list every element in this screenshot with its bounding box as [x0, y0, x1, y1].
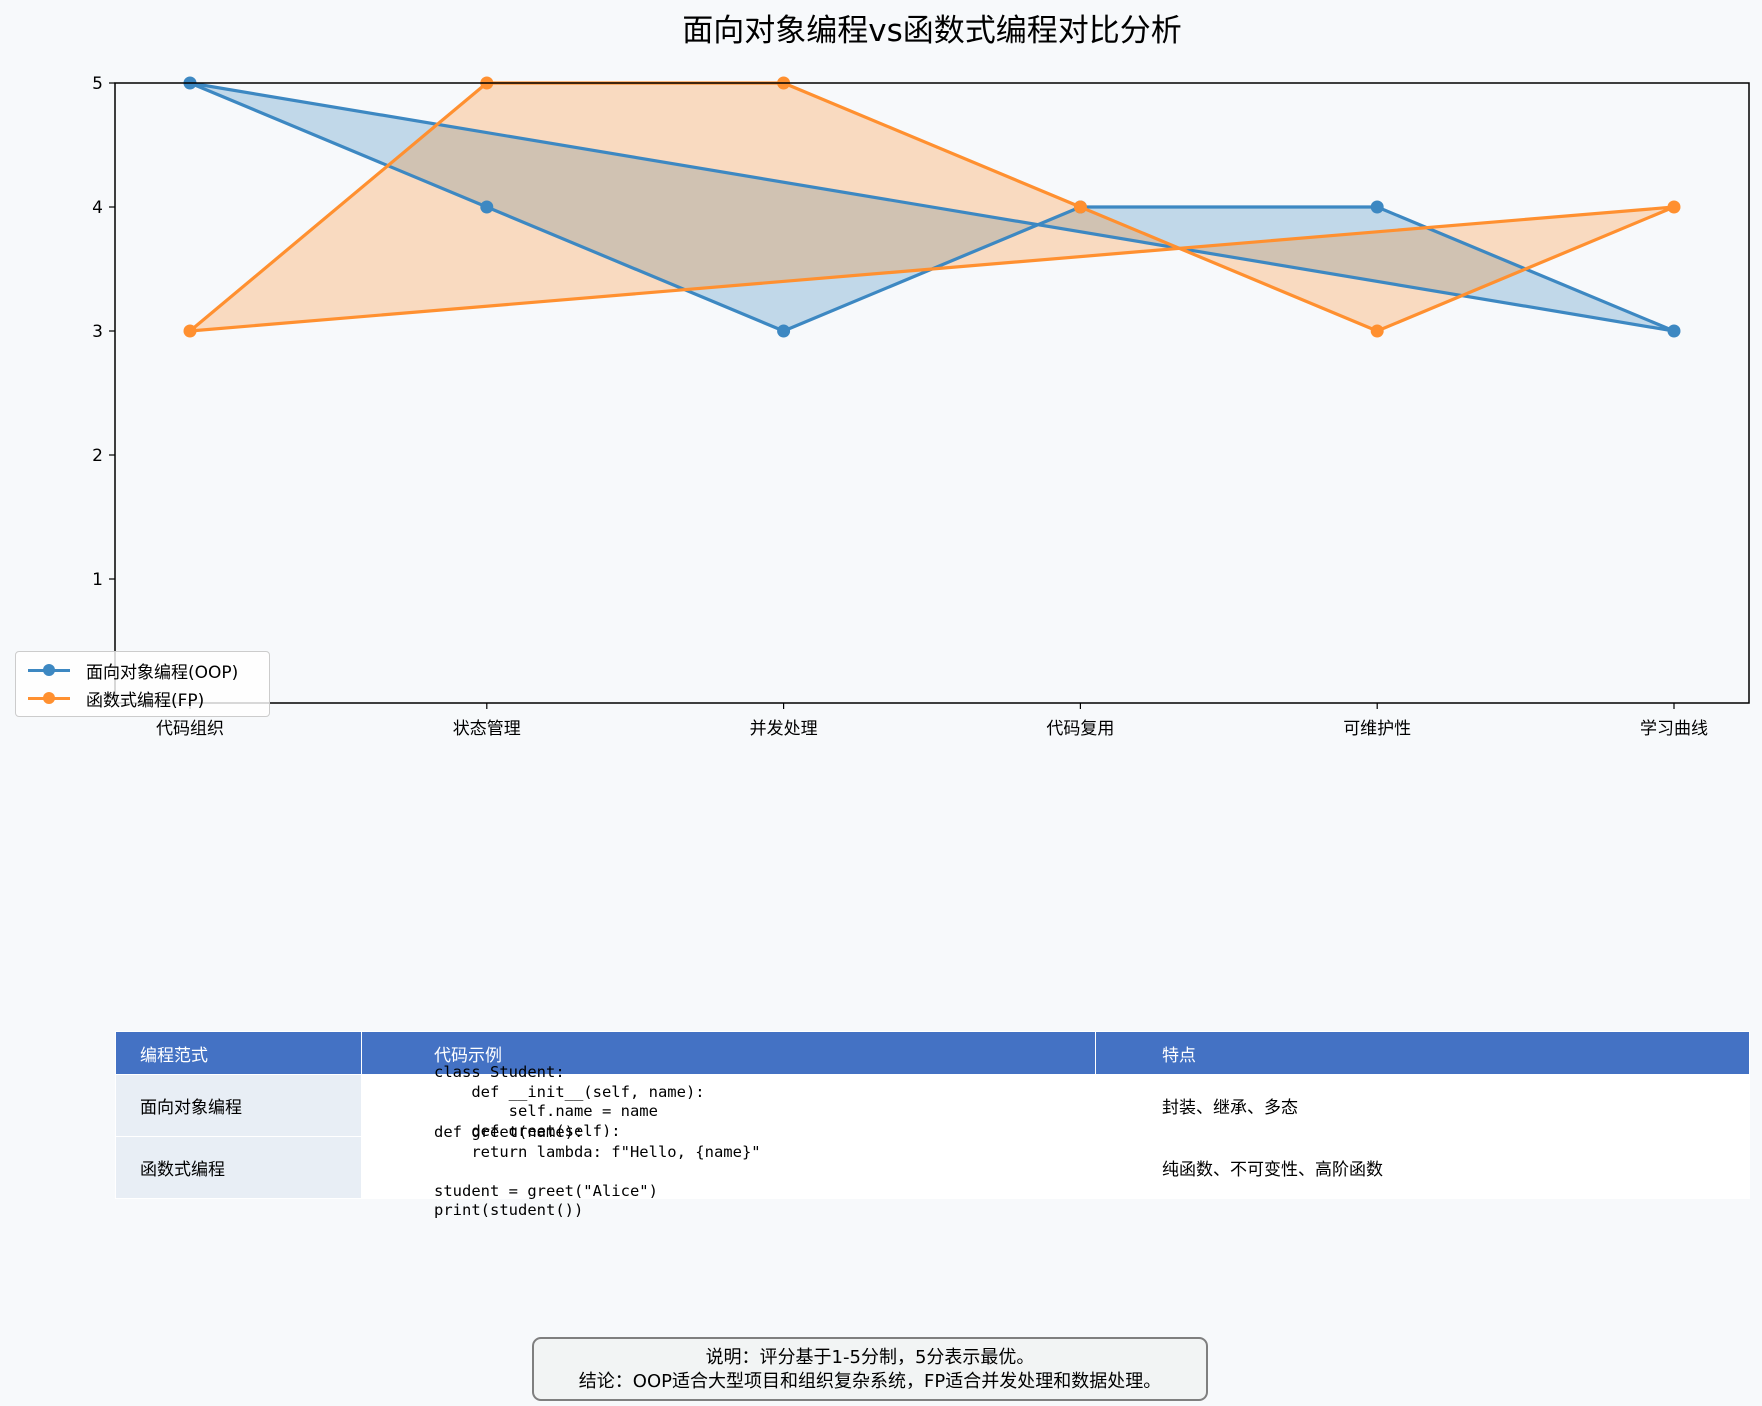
table-row: 面向对象编程 class Student: def __init__(self,…: [115, 1063, 1750, 1140]
plot-frame: [114, 82, 1750, 704]
code-example-cell: def greet(name): return lambda: f"Hello,…: [361, 1123, 1096, 1219]
legend-swatch-fp: [24, 685, 74, 711]
table-row: 函数式编程 def greet(name): return lambda: f"…: [115, 1123, 1750, 1219]
data-point-1-5: [1667, 200, 1681, 214]
header-features: 特点: [1095, 1031, 1750, 1075]
legend-item-oop: 面向对象编程(OOP): [24, 657, 238, 683]
data-point-0-2: [777, 324, 791, 338]
header-code-example: 代码示例: [361, 1031, 1096, 1075]
legend-label-oop: 面向对象编程(OOP): [86, 662, 239, 683]
legend-item-fp: 函数式编程(FP): [24, 685, 204, 711]
y-tick-label-3: 4: [92, 198, 103, 218]
x-tick-label-0: 代码组织: [156, 719, 224, 739]
code-example-cell: class Student: def __init__(self, name):…: [361, 1063, 1096, 1140]
note-line-2: 结论：OOP适合大型项目和组织复杂系统，FP适合并发处理和数据处理。: [578, 1371, 1162, 1392]
x-tick-label-2: 并发处理: [750, 719, 818, 739]
data-point-0-1: [480, 200, 494, 214]
comparison-table: 编程范式 代码示例 特点 面向对象编程 class Student: def _…: [115, 1031, 1750, 1219]
y-tick-label-0: 1: [92, 570, 103, 590]
data-point-1-3: [1073, 200, 1087, 214]
code-block-fp: def greet(name): return lambda: f"Hello,…: [434, 1123, 761, 1219]
data-point-1-0: [183, 324, 197, 338]
data-point-0-5: [1667, 324, 1681, 338]
y-tick-label-1: 2: [92, 446, 103, 466]
table-header-row: 编程范式 代码示例 特点: [115, 1031, 1750, 1075]
x-tick-label-5: 学习曲线: [1640, 719, 1708, 739]
paradigm-name-cell: 面向对象编程: [115, 1074, 362, 1137]
code-block-oop: class Student: def __init__(self, name):…: [434, 1063, 705, 1140]
x-tick-label-4: 可维护性: [1343, 719, 1411, 739]
y-tick-label-2: 3: [92, 322, 103, 342]
x-tick-label-3: 代码复用: [1046, 719, 1114, 739]
x-tick-label-1: 状态管理: [453, 719, 521, 739]
legend: 面向对象编程(OOP) 函数式编程(FP): [15, 651, 270, 717]
features-cell: 纯函数、不可变性、高阶函数: [1095, 1136, 1750, 1199]
note-box: 说明：评分基于1-5分制，5分表示最优。 结论：OOP适合大型项目和组织复杂系统…: [532, 1337, 1208, 1401]
paradigm-name-cell: 函数式编程: [115, 1136, 362, 1199]
y-tick-label-4: 5: [92, 74, 103, 94]
features-cell: 封装、继承、多态: [1095, 1074, 1750, 1137]
legend-swatch-oop: [24, 657, 74, 683]
data-point-1-4: [1370, 324, 1384, 338]
data-point-0-4: [1370, 200, 1384, 214]
note-line-1: 说明：评分基于1-5分制，5分表示最优。: [705, 1347, 1035, 1368]
legend-label-fp: 函数式编程(FP): [86, 690, 205, 711]
chart-title: 面向对象编程vs函数式编程对比分析: [682, 13, 1182, 49]
header-paradigm: 编程范式: [115, 1031, 362, 1075]
